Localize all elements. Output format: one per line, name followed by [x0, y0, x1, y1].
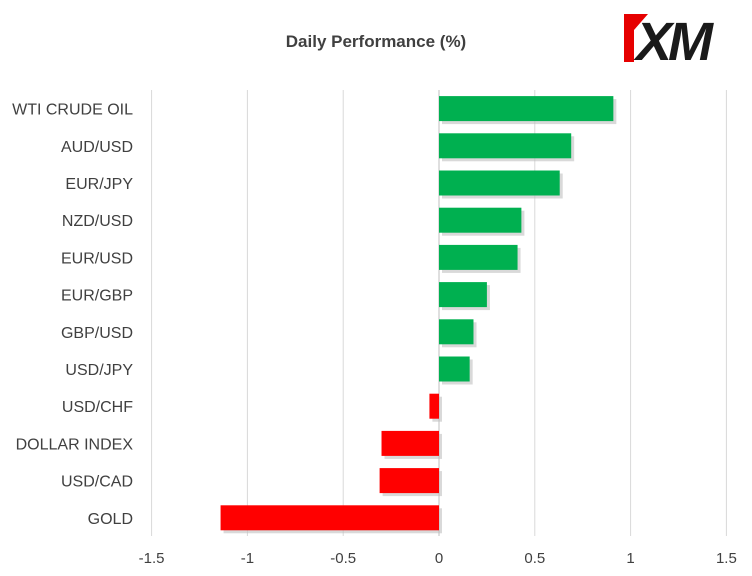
category-label: USD/CHF: [62, 399, 133, 416]
category-label: EUR/JPY: [65, 176, 133, 193]
x-tick-label: -1: [241, 550, 254, 567]
category-label: EUR/USD: [61, 250, 133, 267]
category-labels: WTI CRUDE OIL AUD/USD EUR/JPY NZD/USD EUR/US…: [12, 102, 133, 528]
logo-text: XM: [633, 12, 714, 66]
bar: [439, 207, 522, 233]
xm-logo: XM: [624, 12, 718, 66]
bar: [439, 96, 614, 122]
category-label: GOLD: [88, 511, 133, 528]
category-label: NZD/USD: [62, 213, 133, 230]
logo-accent-mark: [624, 14, 648, 62]
bars: [220, 96, 617, 534]
bar: [439, 170, 560, 196]
bar: [379, 468, 439, 494]
x-tick-label: 0: [435, 550, 443, 567]
category-label: EUR/GBP: [61, 288, 133, 305]
chart-title: Daily Performance (%): [285, 32, 467, 51]
bar: [429, 393, 439, 419]
bar: [439, 244, 518, 270]
category-label: DOLLAR INDEX: [16, 436, 134, 453]
x-tick-label: -0.5: [330, 550, 356, 567]
bar: [439, 319, 474, 345]
bar: [439, 282, 487, 308]
bar: [439, 356, 470, 382]
x-tick-label: 1: [626, 550, 634, 567]
bar: [220, 505, 439, 531]
x-tick-label: -1.5: [139, 550, 165, 567]
x-tick-label: 1.5: [716, 550, 737, 567]
bar: [381, 430, 439, 456]
x-axis-tick-labels: -1.5 -1 -0.5 0 0.5 1 1.5: [139, 550, 737, 567]
bar: [439, 133, 572, 159]
x-tick-label: 0.5: [524, 550, 545, 567]
category-label: AUD/USD: [61, 139, 133, 156]
category-label: GBP/USD: [61, 325, 133, 342]
category-label: USD/CAD: [61, 474, 133, 491]
gridlines: [151, 90, 727, 536]
category-label: USD/JPY: [65, 362, 133, 379]
category-label: WTI CRUDE OIL: [12, 102, 133, 119]
